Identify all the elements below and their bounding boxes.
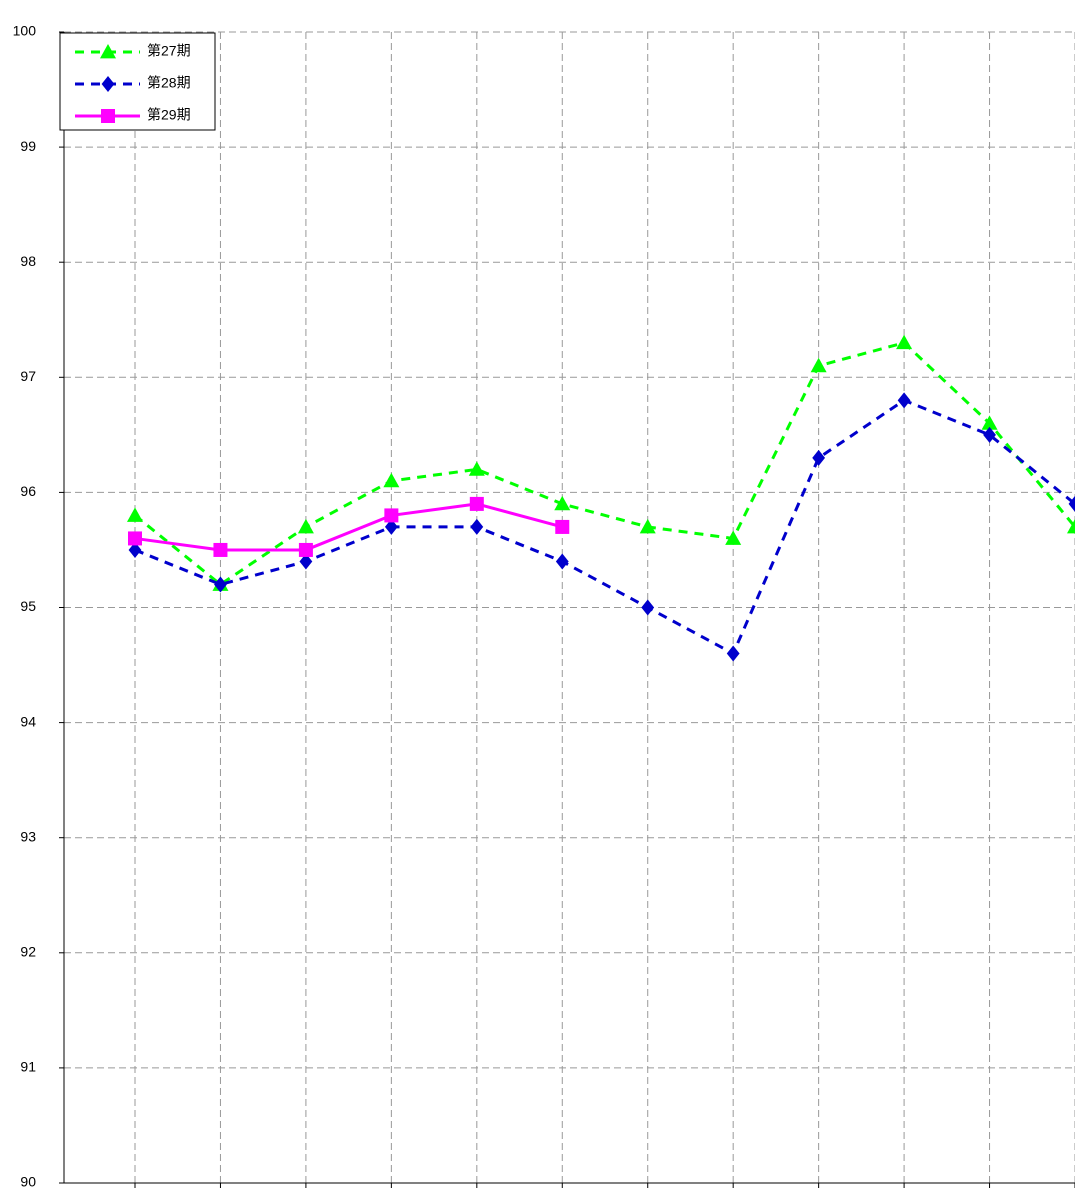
legend-box — [59, 32, 216, 131]
marker — [469, 496, 484, 511]
marker — [384, 518, 398, 535]
marker — [383, 472, 400, 488]
marker — [983, 426, 996, 443]
y-tick-label: 99 — [20, 138, 36, 154]
marker — [639, 518, 656, 534]
y-tick-label: 100 — [13, 23, 37, 39]
marker — [555, 519, 570, 534]
marker — [213, 542, 228, 557]
marker — [384, 508, 399, 523]
marker — [725, 530, 742, 545]
marker — [128, 541, 142, 558]
y-tick-label: 97 — [20, 368, 36, 384]
y-tick-label: 90 — [20, 1174, 36, 1190]
marker — [897, 392, 911, 409]
legend-label: 第28期 — [147, 75, 191, 91]
series-line — [134, 398, 1075, 656]
marker — [555, 553, 569, 570]
series-line — [134, 502, 563, 552]
marker — [810, 357, 827, 373]
marker — [1067, 518, 1075, 534]
marker — [127, 507, 143, 522]
y-tick-label: 96 — [20, 483, 36, 499]
y-tick-label: 91 — [20, 1059, 36, 1075]
marker — [100, 44, 116, 59]
marker — [101, 109, 115, 123]
legend-label: 第27期 — [147, 43, 191, 59]
y-tick-label: 95 — [20, 598, 36, 614]
y-tick-label: 93 — [20, 828, 36, 844]
marker — [896, 334, 913, 350]
marker — [812, 449, 826, 466]
marker — [554, 495, 571, 511]
marker — [726, 645, 740, 662]
marker — [297, 518, 314, 534]
series-line — [134, 341, 1075, 587]
y-tick-label: 92 — [20, 944, 36, 960]
y-tick-label: 94 — [20, 713, 36, 729]
marker — [128, 531, 142, 546]
marker — [468, 461, 485, 476]
marker — [299, 553, 313, 570]
marker — [981, 415, 998, 430]
y-tick-label: 98 — [20, 253, 36, 269]
marker — [1068, 495, 1075, 512]
marker — [101, 76, 115, 92]
legend-label: 第29期 — [147, 107, 191, 123]
marker — [214, 576, 227, 593]
marker — [470, 518, 484, 535]
marker — [298, 542, 313, 557]
marker — [641, 599, 655, 616]
